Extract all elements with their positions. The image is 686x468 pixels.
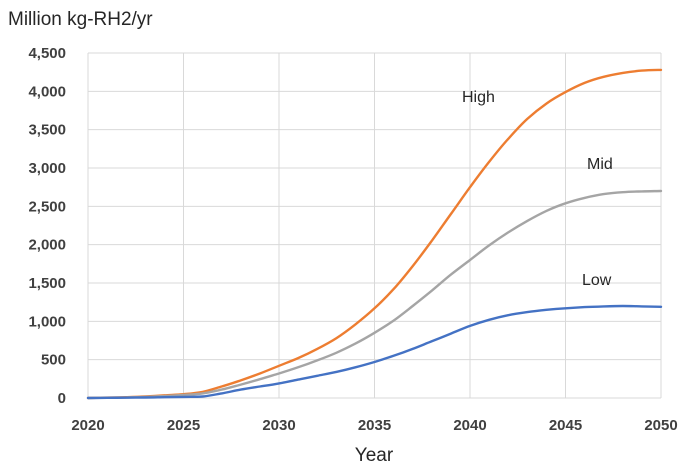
series-labels: High Mid Low: [462, 89, 613, 289]
y-tick-label: 1,500: [28, 275, 66, 292]
y-axis-title: Million kg-RH2/yr: [8, 9, 153, 30]
series-lines: [86, 68, 663, 400]
y-axis-ticks: 0 500 1,000 1,500 2,000 2,500 3,000 3,500 4,000 4…: [28, 45, 66, 407]
x-tick-label: 2030: [262, 417, 295, 434]
plot-grid: [87, 52, 662, 399]
x-tick-label: 2025: [167, 417, 200, 434]
y-tick-label: 3,500: [28, 122, 66, 139]
x-tick-label: 2040: [453, 417, 486, 434]
y-tick-label: 500: [41, 352, 66, 369]
y-tick-label: 3,000: [28, 160, 66, 177]
x-tick-label: 2020: [71, 417, 104, 434]
y-tick-label: 4,500: [28, 45, 66, 62]
y-tick-label: 2,500: [28, 198, 66, 215]
x-axis-ticks: 2020 2025 2030 2035 2040 2045 2050: [71, 417, 677, 434]
series-label-high: High: [462, 89, 495, 106]
x-tick-label: 2045: [549, 417, 582, 434]
series-label-mid: Mid: [587, 156, 613, 173]
series-line-mid: [86, 189, 663, 400]
y-tick-label: 2,000: [28, 237, 66, 254]
y-tick-label: 0: [58, 390, 66, 407]
y-tick-label: 4,000: [28, 83, 66, 100]
x-axis-title: Year: [355, 445, 394, 466]
series-line-low: [86, 304, 663, 400]
x-tick-label: 2035: [358, 417, 391, 434]
x-tick-label: 2050: [644, 417, 677, 434]
series-label-low: Low: [582, 272, 612, 289]
y-tick-label: 1,000: [28, 313, 66, 330]
